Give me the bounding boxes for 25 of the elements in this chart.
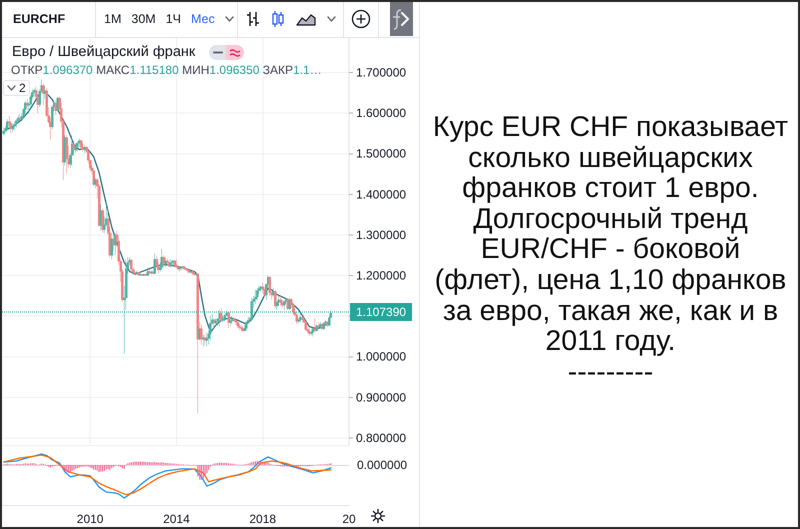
- text: 1Ч: [166, 12, 181, 26]
- y-tick-label: 1.700000: [356, 66, 406, 80]
- y-tick-label: 1.300000: [356, 228, 406, 242]
- annotation: 2: [19, 80, 26, 94]
- y-tick-label: 1.500000: [356, 146, 406, 161]
- chart-title: Евро / Швейцарский франк: [12, 44, 196, 60]
- y-tick-label: 1.400000: [356, 187, 406, 202]
- text: Курс EUR CHF показывает сколько швейцарских франков стоит 1 евро. Долгосрочный тренд EUR/CHF - боковой (флет), цена 1,10 франков за евро, такая же, как и в 2011 году.: [432, 111, 789, 358]
- y-tick-label: 1.000000: [356, 350, 406, 364]
- x-tick-label: 2018: [249, 512, 276, 526]
- y-tick-label: 0.800000: [356, 430, 406, 445]
- x-tick-label: 2010: [76, 512, 104, 526]
- text: 0.000000: [357, 458, 408, 472]
- text: ОТКР1.096370 МАКС1.115180 МИН1.096350 ЗАКР1.1…: [11, 63, 322, 77]
- y-tick-label: 0.900000: [356, 390, 406, 404]
- y-tick-label: 1.200000: [356, 268, 406, 282]
- x-tick-label: 20: [342, 512, 356, 526]
- ref-line-label: 1.107390: [356, 305, 406, 320]
- x-tick-label: 2014: [163, 512, 190, 526]
- text: Мес: [191, 12, 215, 26]
- y-tick-label: 1.600000: [356, 106, 406, 120]
- text: EURCHF: [12, 12, 66, 26]
- text: 1М: [104, 12, 122, 26]
- text: ---------: [566, 356, 654, 388]
- text: 30М: [131, 12, 156, 26]
